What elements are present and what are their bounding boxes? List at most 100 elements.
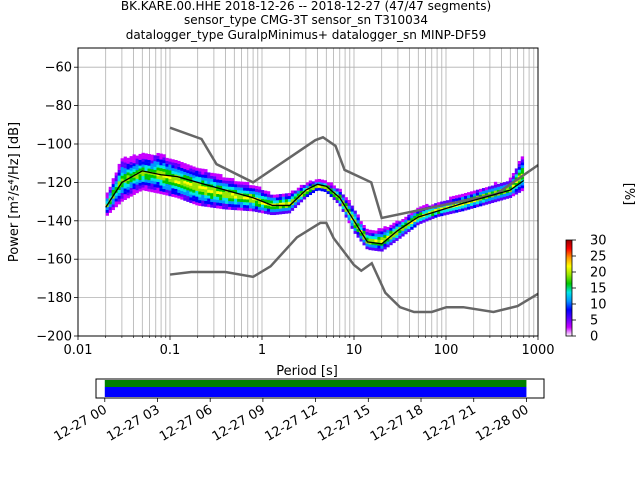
pdf-cell [168,178,172,182]
pdf-cell [210,204,214,208]
pdf-cell [287,198,292,202]
pdf-cell [228,206,232,210]
pdf-cell [156,178,160,182]
pdf-cell [287,207,292,211]
pdf-cell [434,211,438,215]
pdf-cell [428,214,432,218]
colorbar-tick-label: 5 [590,314,598,329]
pdf-cell [141,181,145,185]
pdf-cell [165,169,169,173]
pdf-cell [222,197,226,201]
pdf-cell [514,185,519,189]
pdf-cell [234,204,238,208]
pdf-cell [141,152,145,156]
pdf-cell [437,213,441,217]
pdf-cell [359,221,363,225]
pdf-cell [189,168,193,172]
pdf-cell [332,188,336,192]
title-line-2: sensor_type CMG-3T sensor_sn T310034 [184,13,428,27]
pdf-cell [493,184,498,188]
pdf-cell [314,187,319,192]
pdf-cell [195,199,199,203]
pdf-cell [452,207,456,211]
pdf-cell [314,182,319,186]
pdf-cell [135,175,139,179]
pdf-cell [132,177,136,181]
pdf-cell [416,222,420,226]
pdf-cell [195,184,199,189]
pdf-cell [213,181,217,185]
pdf-cell [371,244,375,248]
pdf-cell [132,171,136,175]
pdf-cell [105,212,109,216]
pdf-cell [135,167,139,171]
pdf-cell [353,227,357,231]
pdf-cell [126,195,130,199]
pdf-cell [180,187,184,192]
pdf-cell [228,200,232,205]
pdf-cell [204,200,208,204]
pdf-cell [108,192,112,196]
pdf-cell [156,155,160,159]
pdf-cell [201,194,205,198]
pdf-cell [144,167,148,171]
pdf-cell [195,176,199,180]
pdf-cell [159,156,163,160]
pdf-cell [153,184,157,188]
pdf-cell [141,184,145,188]
pdf-cell [105,201,109,205]
pdf-cell [410,212,414,216]
pdf-cell [192,169,196,173]
pdf-cell [114,192,118,196]
pdf-cell [216,190,220,195]
pdf-cell [296,193,301,197]
pdf-cell [240,187,244,191]
pdf-cell [159,167,163,172]
pdf-cell [260,198,265,202]
time-tick-label: 12-27 15 [315,402,373,444]
pdf-cell [153,186,157,190]
pdf-cell [254,203,259,207]
pdf-cell [419,212,423,216]
pdf-cell [198,202,202,206]
pdf-cell [177,160,181,164]
pdf-cell [147,168,151,172]
pdf-cell [472,190,477,194]
pdf-cell [249,205,253,209]
pdf-cell [266,208,271,212]
pdf-cell [213,178,217,183]
pdf-cell [216,205,220,209]
pdf-cell [246,187,250,191]
pdf-cell [156,167,160,171]
pdf-cell [192,195,196,199]
pdf-cell [511,190,516,194]
pdf-cell [249,190,253,194]
pdf-cell [243,184,247,188]
pdf-cell [484,192,489,197]
pdf-cell [398,221,402,225]
pdf-cell [120,184,124,188]
pdf-cell [129,161,133,165]
pdf-cell [443,200,447,204]
pdf-cell [281,210,286,215]
pdf-cell [422,219,426,223]
pdf-cell [117,186,121,191]
pdf-cell [490,191,495,195]
pdf-cell [144,187,148,192]
pdf-cell [350,214,354,218]
pdf-cell [275,211,280,215]
pdf-cell [472,204,477,208]
pdf-cell [135,178,139,182]
pdf-cell [210,172,214,176]
pdf-cell [204,174,208,178]
pdf-cell [204,192,208,196]
pdf-cell [132,180,136,184]
pdf-cell [499,183,504,187]
pdf-cell [213,204,217,208]
pdf-cell [192,201,196,205]
pdf-cell [225,206,229,210]
pdf-cell [243,207,247,211]
pdf-cell [514,174,519,178]
pdf-cell [299,184,304,188]
pdf-cell [132,165,136,170]
